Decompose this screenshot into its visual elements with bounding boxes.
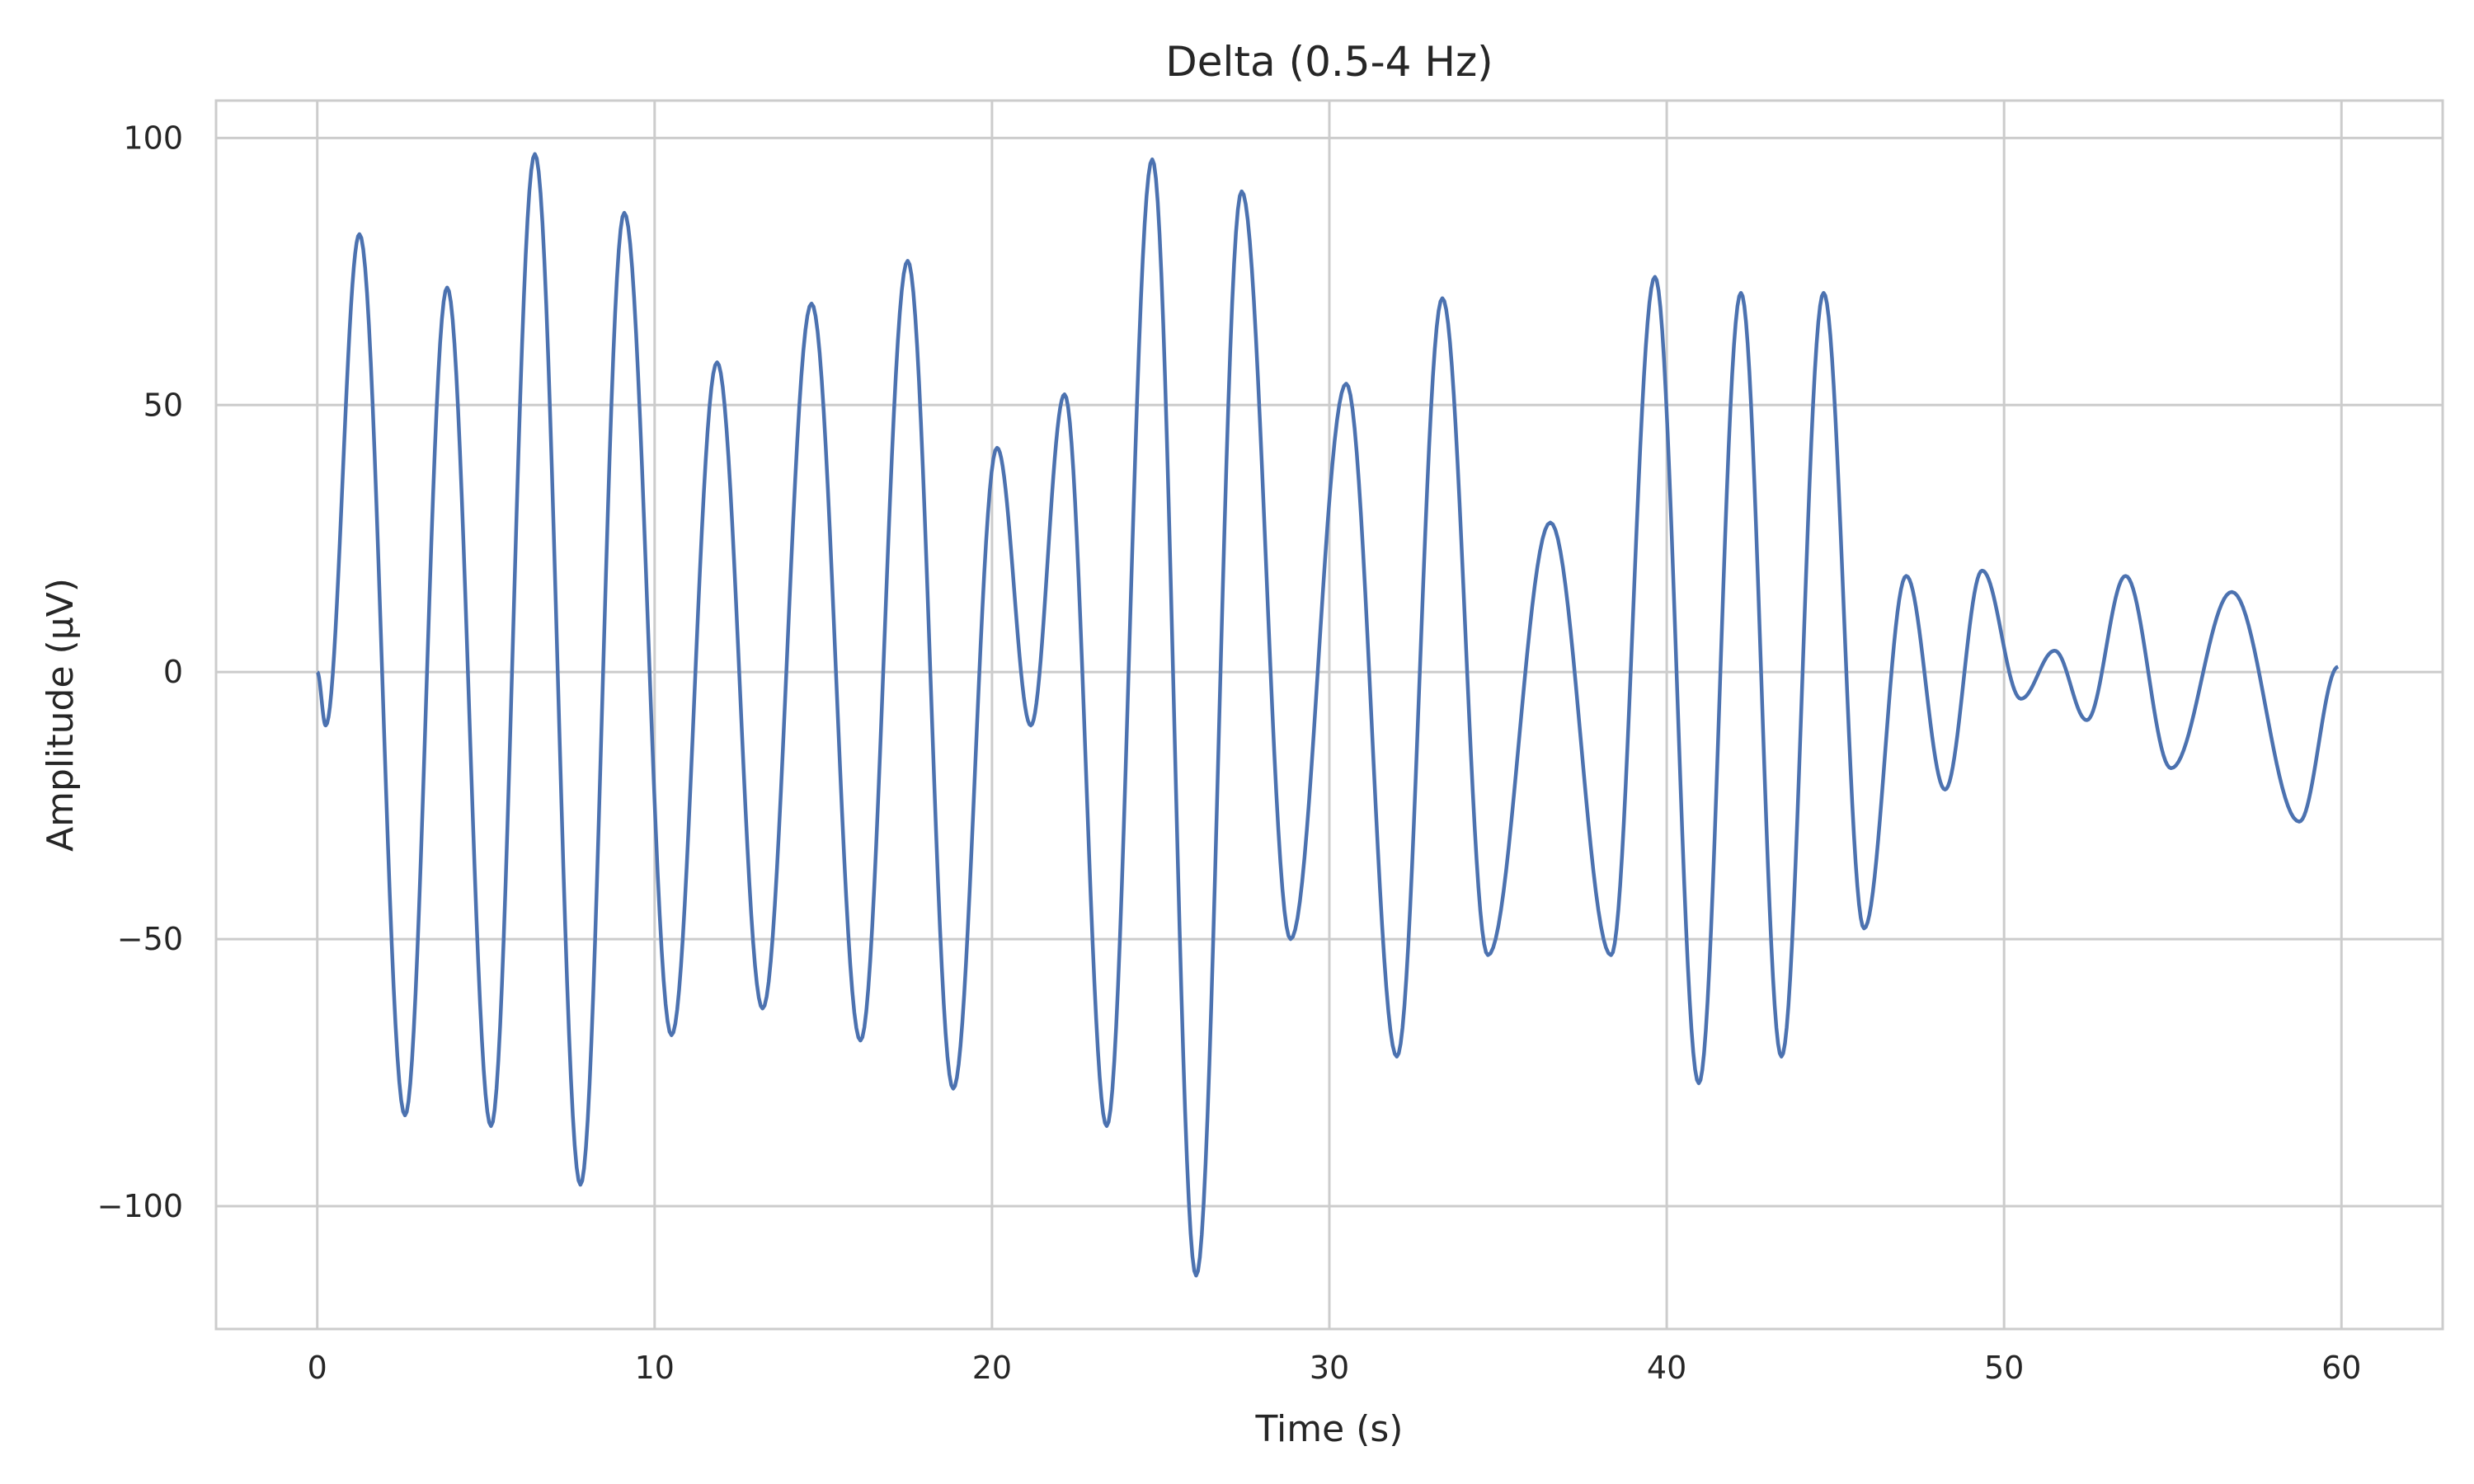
y-tick-labels: −100 −50 0 50 100 [97, 120, 183, 1224]
x-tick-label: 0 [308, 1350, 327, 1386]
grid [216, 101, 2443, 1329]
y-tick-label: −100 [97, 1188, 183, 1224]
chart-title: Delta (0.5-4 Hz) [1165, 38, 1493, 86]
y-tick-label: 0 [163, 654, 183, 690]
y-tick-label: 50 [143, 387, 183, 423]
x-tick-label: 20 [972, 1350, 1012, 1386]
x-tick-label: 50 [1984, 1350, 2024, 1386]
x-tick-label: 60 [2321, 1350, 2361, 1386]
x-tick-label: 10 [635, 1350, 675, 1386]
x-axis-label: Time (s) [1255, 1408, 1404, 1450]
x-tick-label: 40 [1647, 1350, 1686, 1386]
x-tick-labels: 0 10 20 30 40 50 60 [308, 1350, 2362, 1386]
plot-frame [214, 99, 2444, 1331]
y-tick-label: 100 [123, 120, 183, 156]
y-axis-label: Amplitude (μV) [40, 578, 82, 852]
series-line [315, 152, 2340, 1278]
x-tick-label: 30 [1310, 1350, 1349, 1386]
y-tick-label: −50 [117, 921, 183, 957]
series-layer [315, 152, 2340, 1278]
